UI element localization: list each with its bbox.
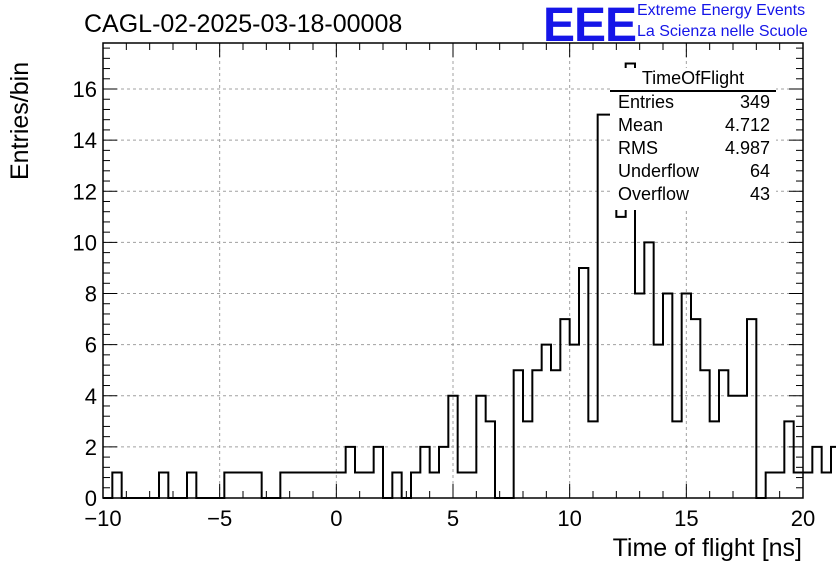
stats-value: 4.712	[724, 115, 770, 135]
chart-title: CAGL-02-2025-03-18-00008	[84, 10, 403, 38]
stats-label: RMS	[618, 138, 658, 158]
stats-divider	[610, 90, 776, 92]
stats-value: 4.987	[724, 138, 770, 158]
y-tick-label: 10	[73, 230, 97, 255]
stats-row-rms: RMS 4.987	[618, 138, 770, 160]
stats-row-mean: Mean 4.712	[618, 115, 770, 137]
stats-title: TimeOfFlight	[641, 68, 745, 88]
y-tick-label: 8	[85, 282, 97, 307]
y-tick-label: 2	[85, 435, 97, 460]
y-tick-label: 4	[85, 384, 97, 409]
x-tick-label: 10	[557, 506, 581, 531]
stats-row-underflow: Underflow 64	[618, 161, 770, 183]
stats-label: Mean	[618, 115, 664, 135]
y-tick-label: 0	[85, 486, 97, 511]
stats-value: 64	[749, 161, 770, 181]
eee-logo-line-1: Extreme Energy Events	[637, 2, 806, 19]
x-tick-label: 0	[330, 506, 342, 531]
y-tick-label: 16	[73, 77, 97, 102]
histogram-outline	[103, 62, 836, 499]
stats-label: Overflow	[618, 184, 690, 204]
y-tick-label: 12	[73, 179, 97, 204]
stats-value: 349	[739, 92, 770, 112]
x-axis-label: Time of flight [ns]	[612, 534, 802, 562]
x-tick-label: −10	[84, 506, 121, 531]
x-tick-label: −5	[207, 506, 232, 531]
x-tick-label: 5	[447, 506, 459, 531]
stats-row-entries: Entries 349	[618, 92, 770, 114]
stats-box: TimeOfFlight Entries 349 Mean 4.712 RMS …	[610, 68, 776, 210]
stats-label: Underflow	[618, 161, 700, 181]
y-tick-label: 14	[73, 128, 97, 153]
stats-row-overflow: Overflow 43	[618, 184, 770, 206]
eee-logo-line-2: La Scienza nelle Scuole	[637, 23, 808, 40]
eee-logo: EEE	[543, 0, 637, 52]
stats-value: 43	[749, 184, 770, 204]
y-tick-label: 6	[85, 333, 97, 358]
histogram-series	[103, 62, 836, 499]
x-tick-label: 15	[674, 506, 698, 531]
axes: −10 −5 0 5 10 15 20 0 2 4 6 8 10 12 14 16	[73, 42, 815, 531]
x-tick-label: 20	[791, 506, 815, 531]
y-axis-label: Entries/bin	[6, 61, 34, 180]
stats-label: Entries	[618, 92, 675, 112]
